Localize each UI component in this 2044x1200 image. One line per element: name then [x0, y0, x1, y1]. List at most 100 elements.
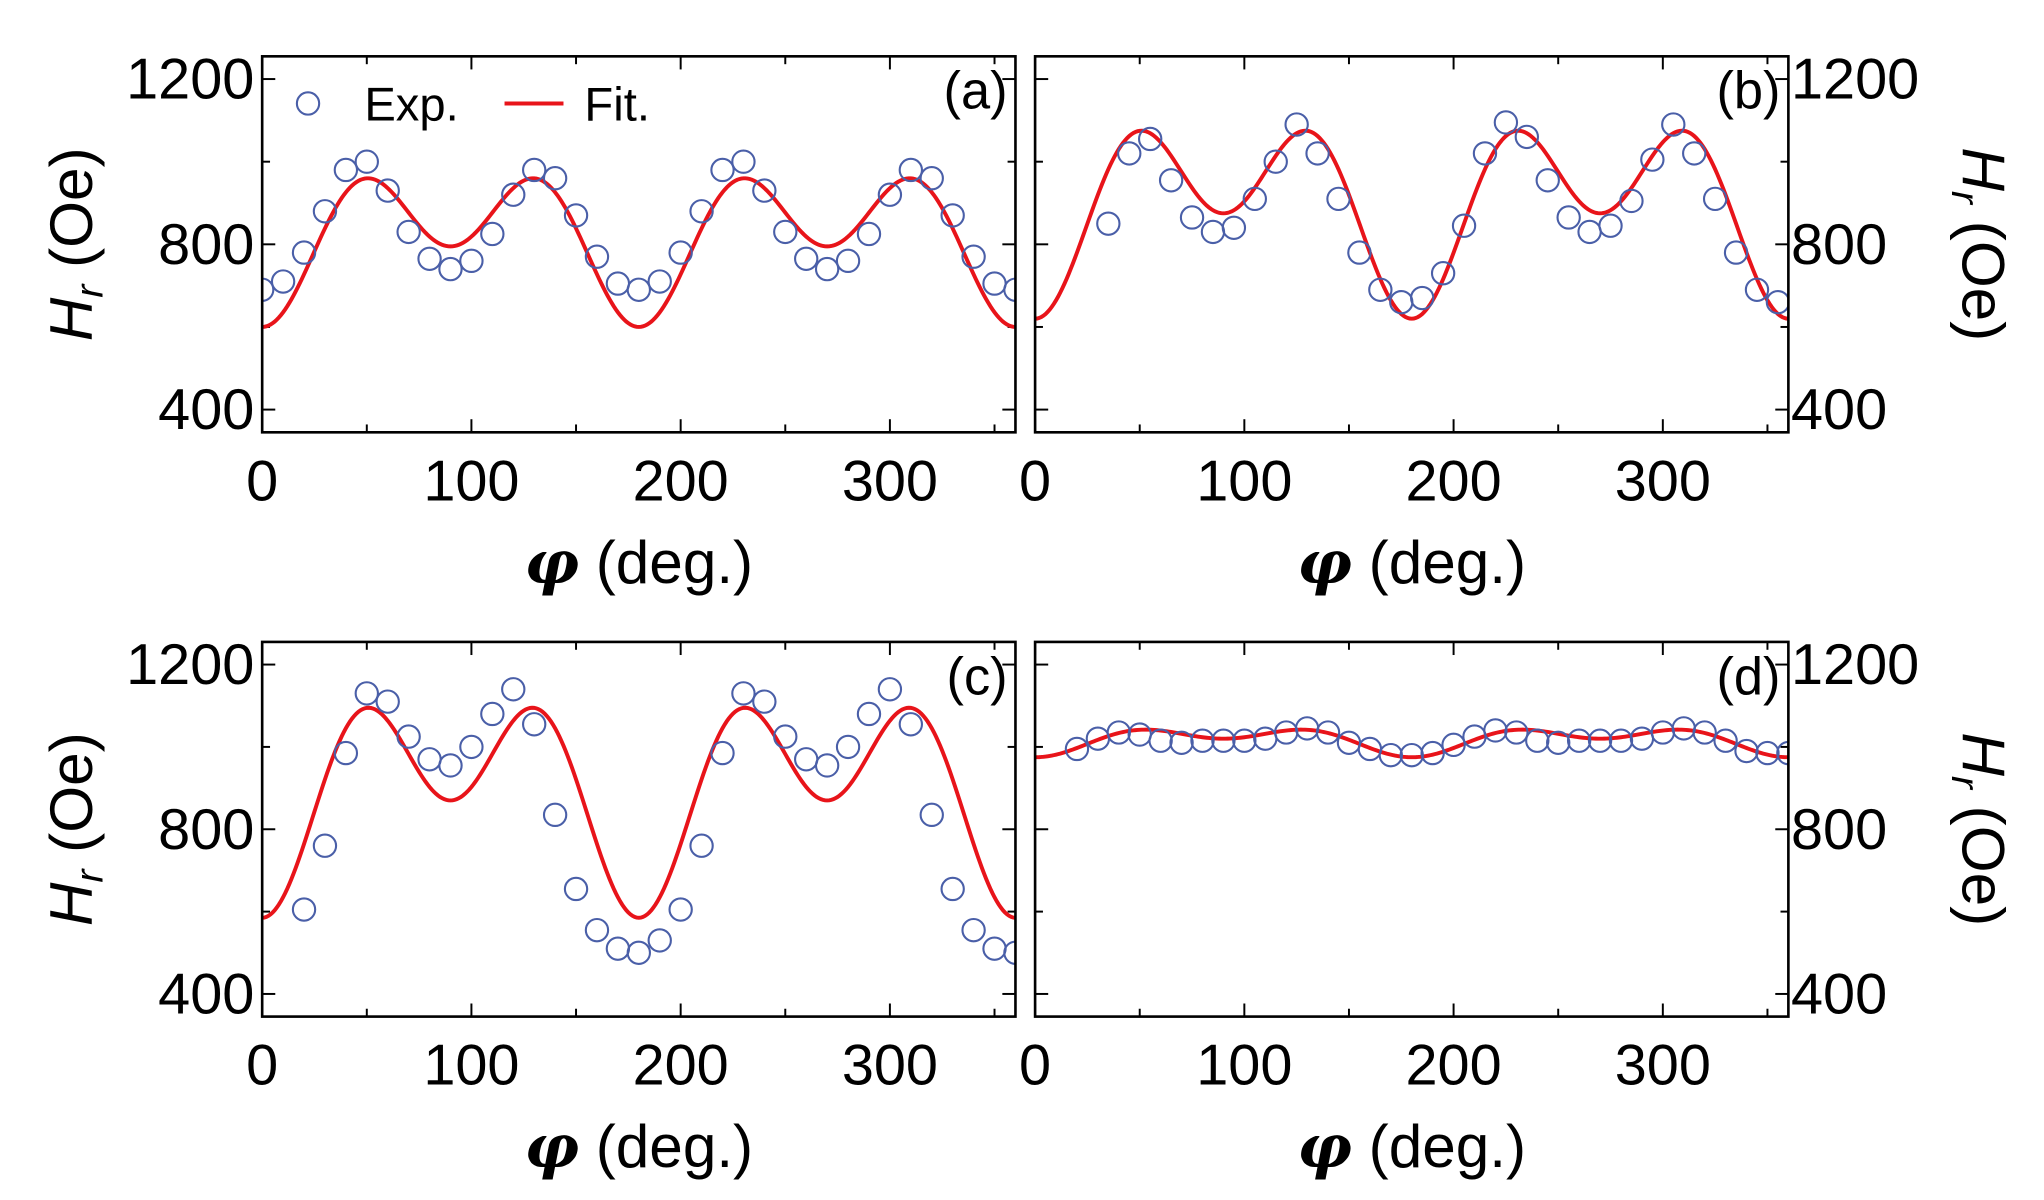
exp-markers	[291, 677, 1016, 965]
exp-data-point	[647, 928, 672, 953]
x-axis-unit: (deg.)	[1352, 1112, 1526, 1180]
x-tick-label: 300	[1615, 449, 1711, 513]
exp-data-point	[1608, 728, 1634, 753]
exp-data-point	[1577, 219, 1602, 245]
exp-data-point	[794, 246, 819, 271]
panel-label: (d)	[1716, 648, 1780, 706]
exp-data-point	[438, 256, 463, 282]
exp-data-point	[605, 271, 631, 296]
exp-data-point	[1472, 141, 1498, 166]
exp-data-point	[459, 248, 484, 274]
exp-data-point	[1179, 205, 1205, 230]
exp-markers	[262, 149, 1016, 302]
x-axis-symbol: φ	[524, 527, 579, 598]
x-tick-label: 200	[1406, 449, 1502, 513]
exp-data-point	[480, 221, 505, 247]
exp-data-point	[877, 677, 903, 702]
exp-data-point	[1640, 147, 1665, 172]
exp-data-point	[438, 753, 463, 778]
exp-data-point	[1326, 186, 1351, 212]
exp-data-point	[542, 166, 568, 191]
exp-data-point	[354, 149, 379, 174]
exp-data-point	[856, 221, 882, 247]
exp-data-point	[1138, 126, 1163, 152]
x-tick-label: 0	[246, 449, 278, 513]
exp-data-point	[773, 219, 798, 245]
exp-data-point	[1399, 742, 1424, 768]
exp-data-point	[1190, 728, 1215, 753]
exp-data-point	[417, 246, 442, 271]
x-tick-label: 0	[1019, 449, 1051, 513]
y-tick-label: 400	[1791, 378, 1887, 442]
exp-data-point	[1064, 736, 1090, 762]
exp-data-point	[898, 712, 924, 737]
exp-data-point	[1263, 149, 1288, 174]
exp-data-point	[710, 740, 735, 766]
exp-data-point	[877, 182, 903, 207]
x-tick-label: 300	[842, 449, 938, 513]
x-axis-label: φ (deg.)	[1297, 1111, 1526, 1182]
x-axis-label: φ (deg.)	[524, 527, 753, 598]
exp-data-point	[1347, 240, 1372, 265]
exp-data-point	[940, 876, 965, 902]
exp-data-point	[898, 157, 924, 183]
exp-data-point	[542, 802, 568, 828]
exp-data-point	[1598, 213, 1623, 238]
x-tick-label: 100	[423, 449, 519, 513]
exp-data-point	[1253, 726, 1278, 751]
exp-markers	[1064, 716, 1789, 768]
exp-data-point	[501, 677, 526, 702]
exp-data-point	[1430, 261, 1456, 286]
exp-data-point	[1242, 186, 1267, 212]
panel-a: 0 100 200 300 400 800 1200 φ (deg.) Hr (Oe) (a) Ex…	[37, 48, 1017, 598]
exp-data-point	[1504, 720, 1529, 745]
exp-data-point	[501, 182, 526, 207]
panel-c: 0 100 200 300 400 800 1200 φ (deg.) Hr (Oe) (c)	[37, 633, 1017, 1182]
legend-label-fit: Fit.	[584, 78, 649, 131]
panel-label: (b)	[1716, 63, 1780, 121]
exp-data-point	[835, 248, 861, 274]
y-axis-subscript: r	[67, 868, 111, 883]
exp-data-point	[563, 203, 589, 228]
exp-data-point	[1765, 289, 1789, 315]
exp-data-point	[584, 244, 610, 269]
x-tick-label: 200	[1406, 1034, 1502, 1098]
exp-data-point	[1556, 205, 1581, 230]
x-axis-symbol: φ	[1297, 527, 1352, 598]
exp-data-point	[1106, 720, 1131, 745]
panel-label: (a)	[944, 63, 1008, 121]
x-tick-label: 0	[246, 1034, 278, 1098]
exp-data-point	[1525, 728, 1550, 753]
exp-markers	[1096, 110, 1789, 315]
exp-data-point	[1117, 141, 1142, 166]
exp-data-point	[1420, 740, 1445, 766]
exp-data-point	[626, 277, 651, 302]
y-axis-unit: (Oe)	[37, 732, 105, 869]
exp-data-point	[1483, 718, 1508, 743]
y-axis-symbol: H	[1950, 732, 2018, 776]
exp-data-point	[814, 753, 840, 778]
exp-data-point	[459, 734, 484, 760]
exp-data-point	[396, 219, 421, 245]
x-tick-label: 300	[1615, 1034, 1711, 1098]
panel-b: 0 100 200 300 400 800 1200 φ (deg.) Hr (Oe) (b)	[1019, 48, 2018, 598]
exp-data-point	[626, 940, 651, 965]
exp-data-point	[1096, 211, 1121, 236]
exp-data-point	[312, 199, 338, 224]
exp-data-point	[1514, 124, 1540, 150]
exp-data-point	[1127, 722, 1152, 747]
exp-data-point	[773, 724, 798, 749]
legend-label-exp: Exp.	[364, 78, 458, 131]
y-tick-label: 800	[158, 213, 254, 277]
y-tick-label: 1200	[1791, 633, 1919, 697]
y-axis-symbol: H	[1950, 147, 2018, 191]
exp-data-point	[689, 199, 714, 224]
exp-data-point	[1284, 112, 1309, 137]
panel-label: (c)	[946, 648, 1007, 706]
exp-data-point	[270, 269, 296, 294]
exp-data-point	[731, 149, 756, 174]
exp-data-point	[919, 166, 944, 191]
exp-data-point	[982, 936, 1007, 961]
y-axis-label: Hr (Oe)	[37, 732, 111, 926]
